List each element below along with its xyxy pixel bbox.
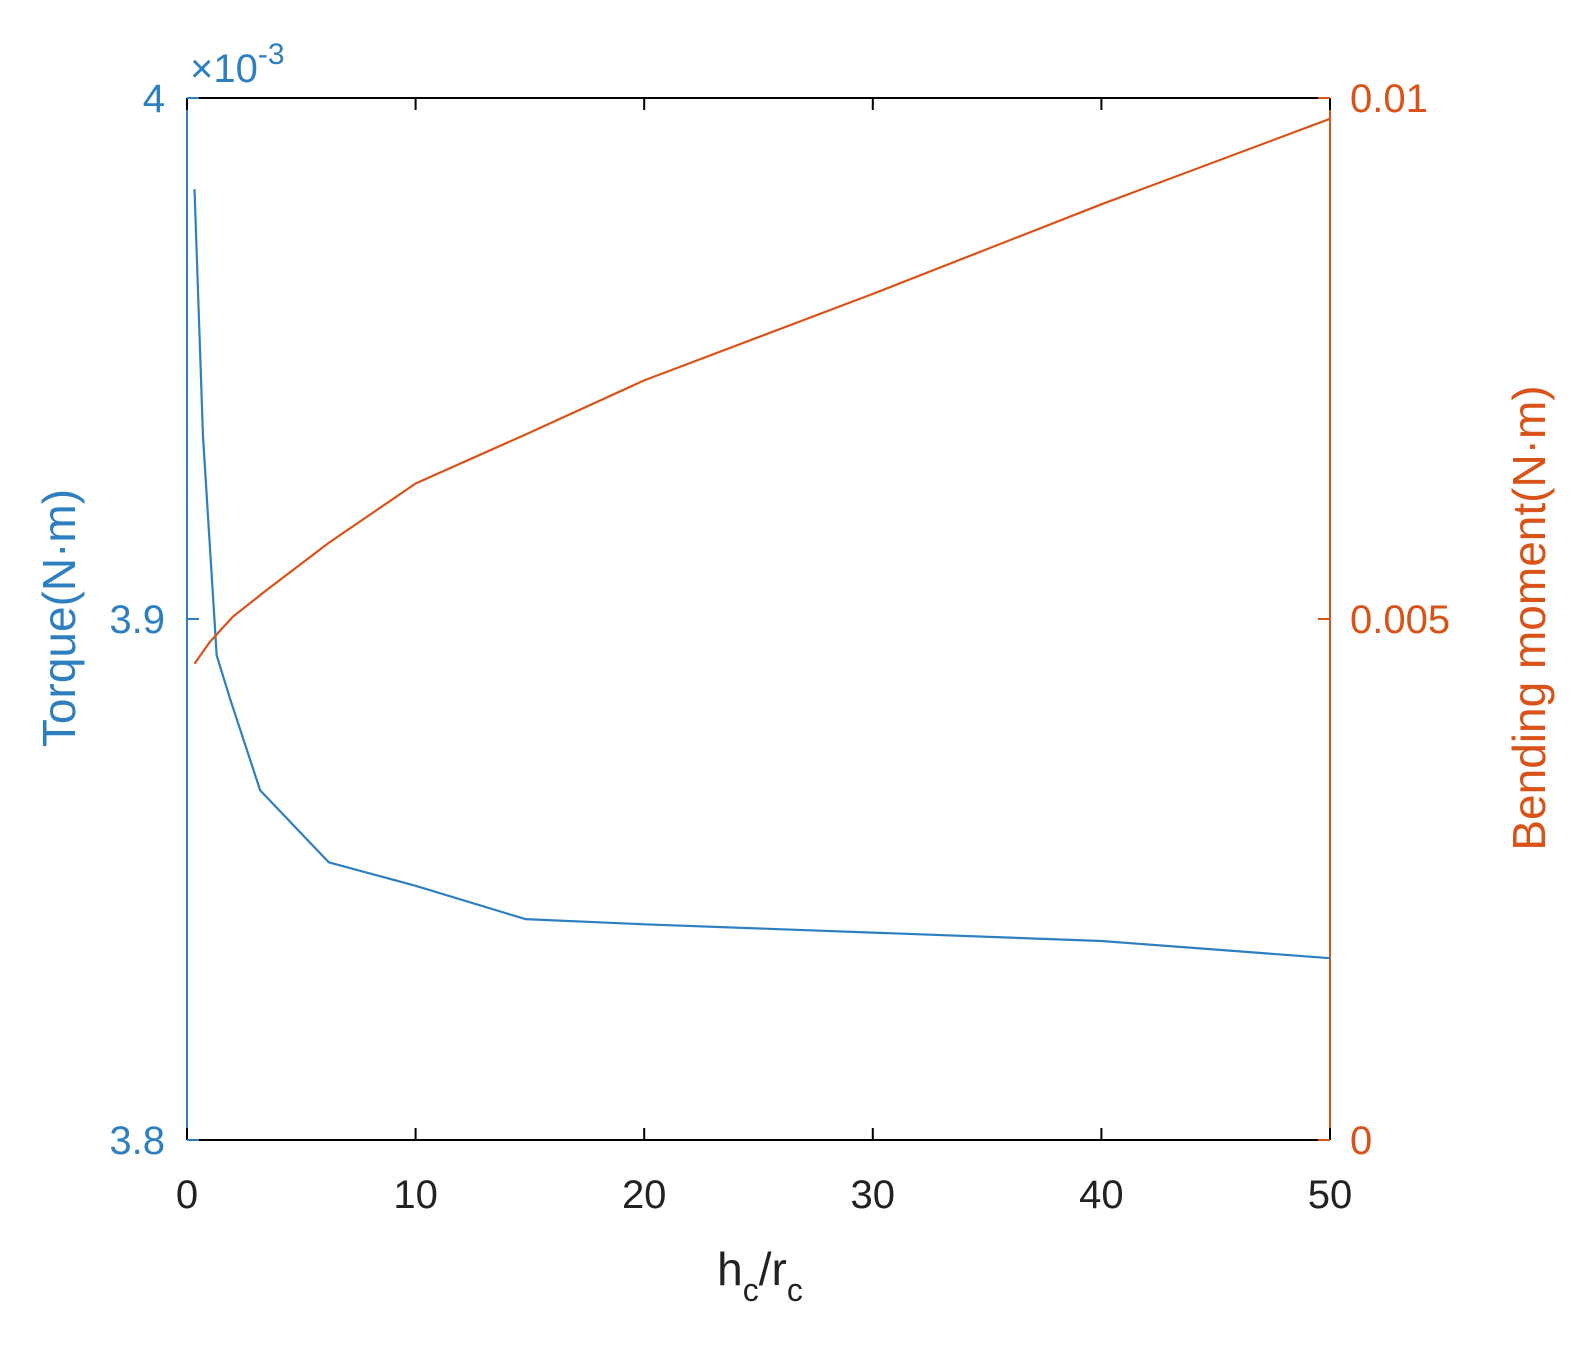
x-tick-label: 50	[1308, 1173, 1353, 1217]
exponent-label: ×10-3	[190, 38, 285, 91]
x-tick-label: 10	[393, 1173, 438, 1217]
y-left-tick-label: 4	[143, 77, 165, 121]
y-left-tick-label: 3.8	[109, 1119, 165, 1163]
series-line-left-axis	[193, 189, 1331, 960]
x-axis-title: hc/rc	[717, 1243, 803, 1308]
x-tick-label: 0	[176, 1173, 198, 1217]
y-right-axis-title: Bending moment(N·m)	[1503, 385, 1555, 850]
series-layer	[193, 117, 1331, 960]
exponent-base: ×10	[190, 47, 258, 91]
x-axis-title-mid: /r	[759, 1243, 787, 1295]
axes-layer	[186, 97, 1331, 1141]
y-right-tick-label: 0	[1350, 1119, 1372, 1163]
label-layer: Torque(N·m) Bending moment(N·m) hc/rc ×1…	[33, 38, 1555, 1308]
y-left-axis-title: Torque(N·m)	[33, 489, 85, 747]
y-right-tick-label: 0.01	[1350, 77, 1428, 121]
x-axis-title-main: h	[717, 1243, 743, 1295]
series-line-right-axis	[193, 117, 1331, 665]
y-right-tick-label: 0.005	[1350, 598, 1450, 642]
x-tick-label: 30	[851, 1173, 896, 1217]
x-axis-title-sub2: c	[787, 1272, 803, 1308]
x-tick-label: 20	[622, 1173, 667, 1217]
y-left-tick-label: 3.9	[109, 598, 165, 642]
x-tick-label: 40	[1079, 1173, 1124, 1217]
x-axis-title-sub1: c	[743, 1272, 759, 1308]
exponent-power: -3	[258, 38, 285, 71]
